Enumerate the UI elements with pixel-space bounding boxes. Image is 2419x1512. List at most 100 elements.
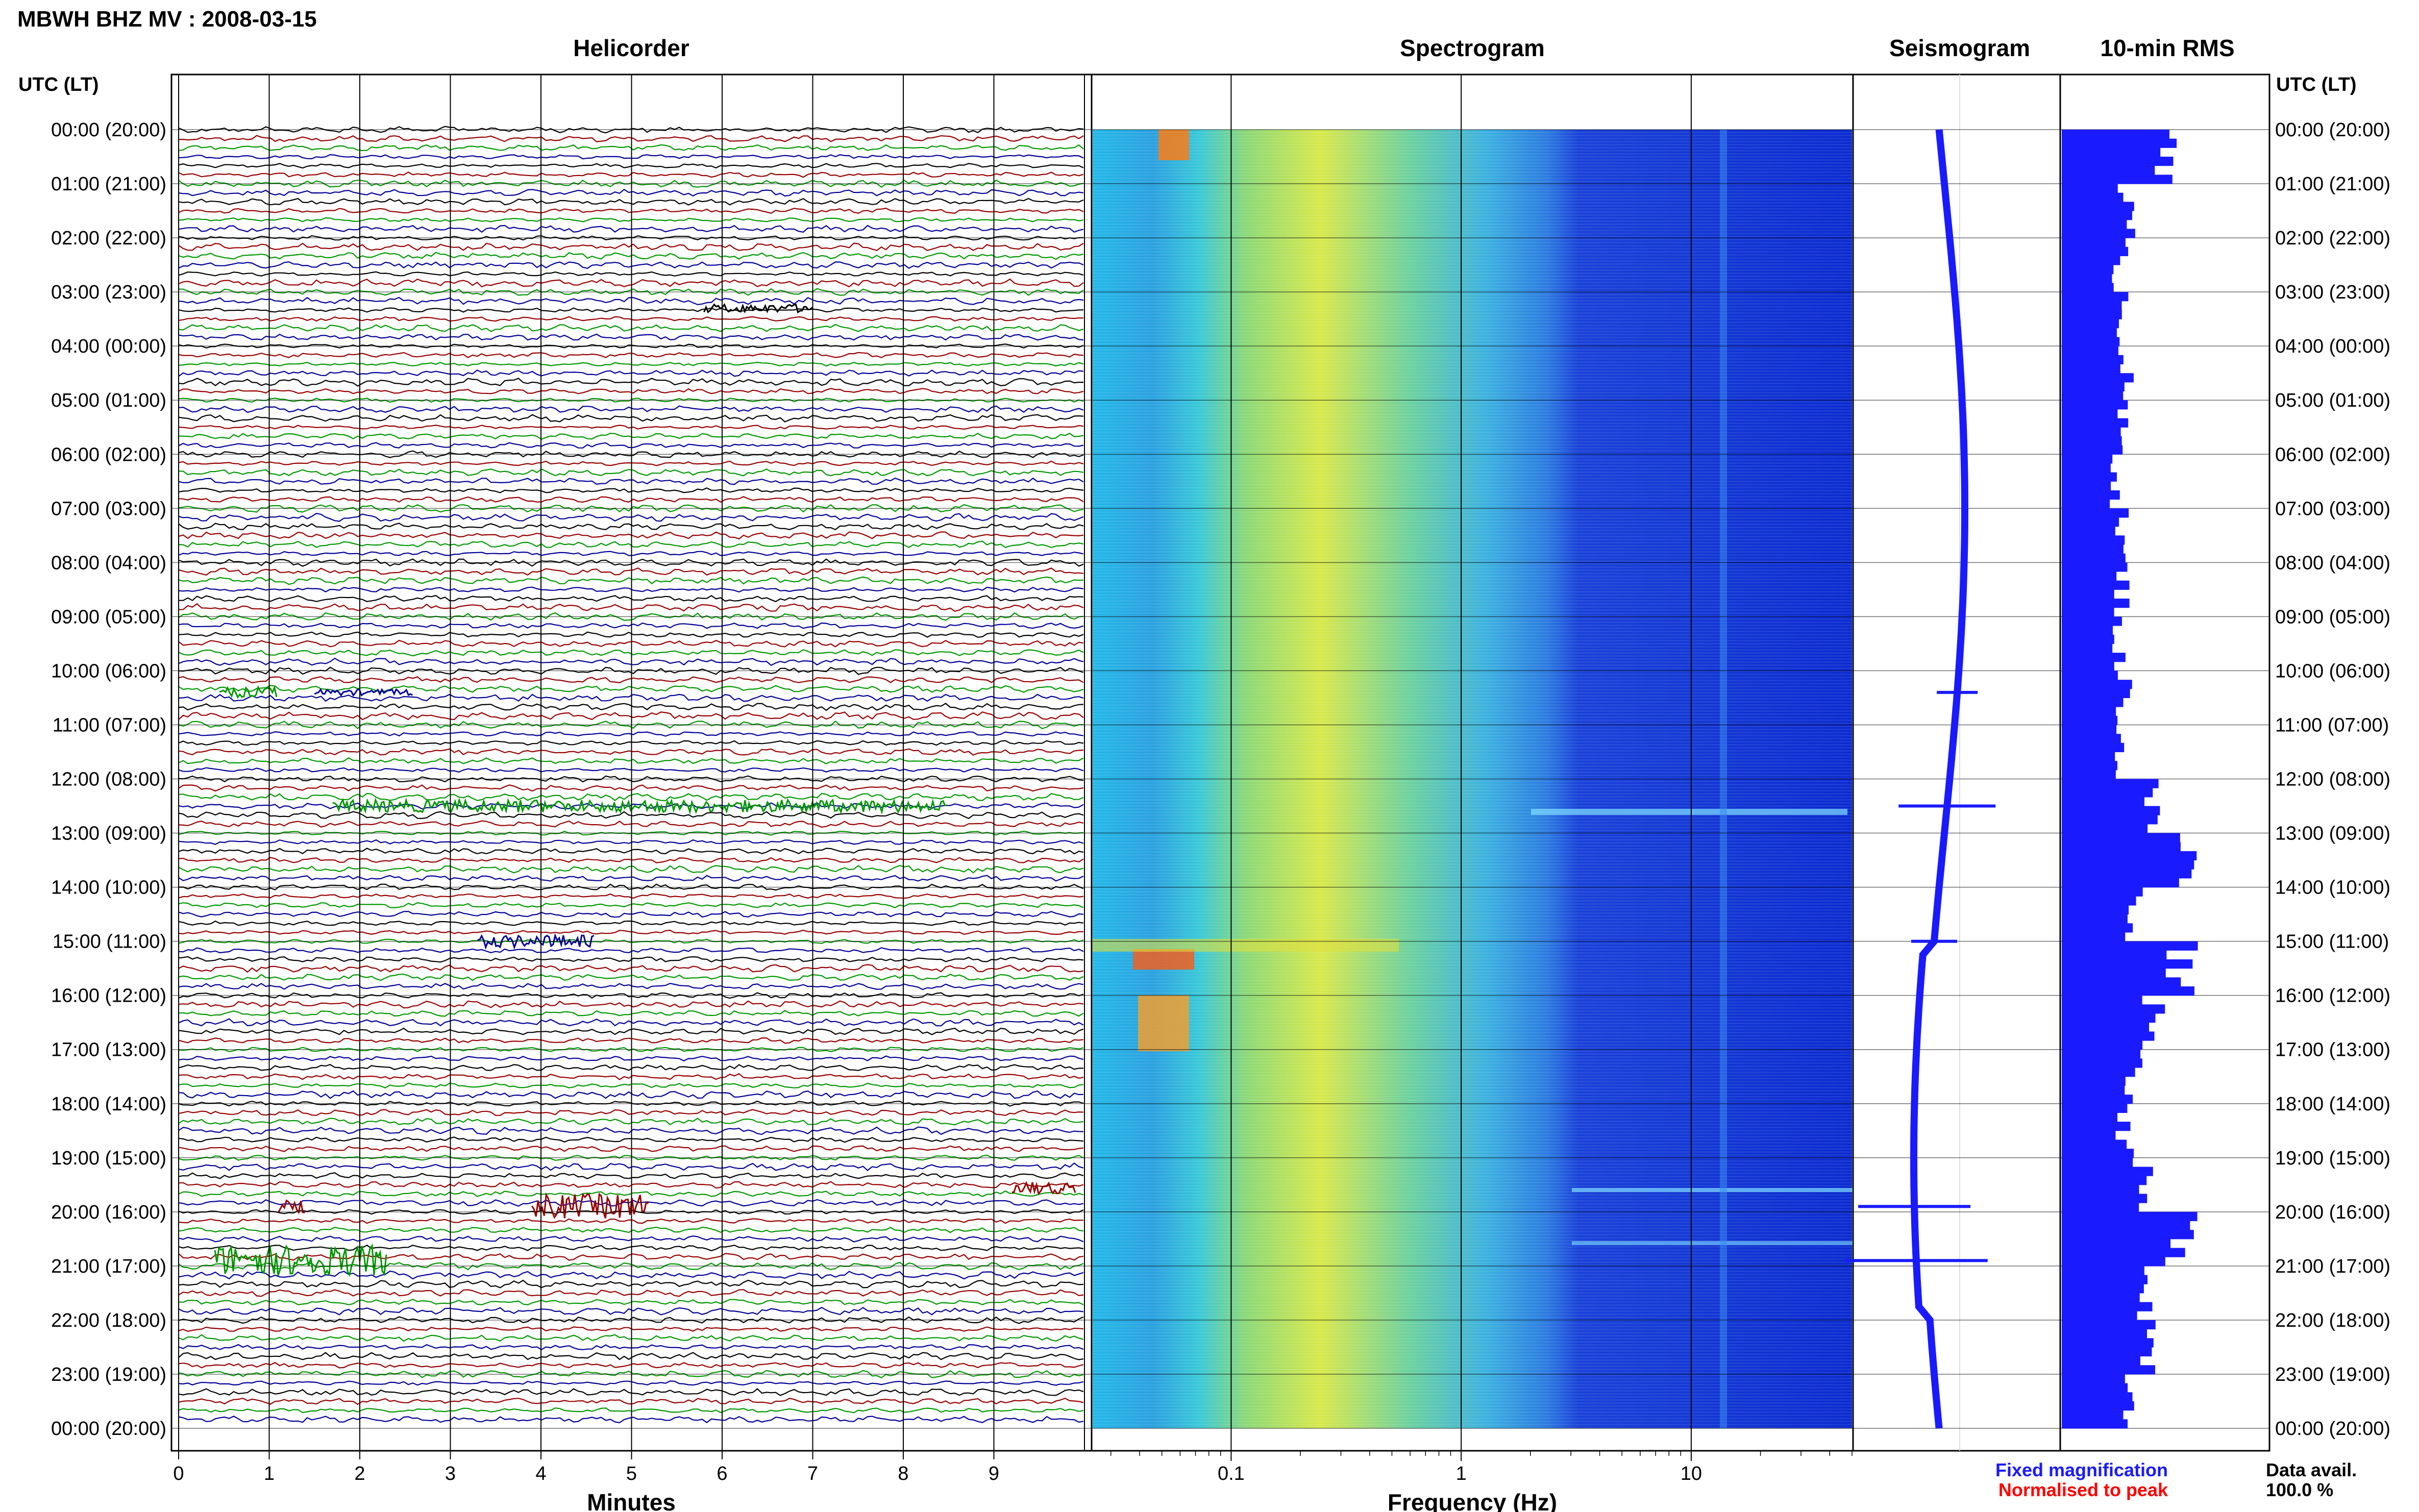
- time-tick-label: 21:00 (17:00): [2275, 1256, 2390, 1277]
- rms-bar: [2062, 400, 2128, 409]
- time-tick-label: 00:00 (20:00): [2275, 1418, 2390, 1440]
- rms-bar: [2062, 725, 2116, 734]
- rms-bar: [2062, 1149, 2134, 1158]
- time-tick-label: 18:00 (14:00): [51, 1094, 166, 1115]
- time-tick-label: 01:00 (21:00): [51, 173, 166, 195]
- rms-bar: [2062, 211, 2132, 220]
- rms-bar: [2062, 1392, 2133, 1401]
- rms-bar: [2062, 463, 2111, 473]
- rms-bar: [2062, 1194, 2147, 1203]
- x-tick-label: 0.1: [1218, 1463, 1245, 1484]
- rms-bar: [2062, 175, 2173, 184]
- x-tick-label: 4: [535, 1463, 546, 1484]
- rms-bar: [2062, 301, 2122, 310]
- time-tick-label: 16:00 (12:00): [51, 985, 166, 1007]
- x-tick-label: 8: [898, 1463, 908, 1484]
- rms-bar: [2062, 969, 2166, 978]
- rms-bar: [2062, 274, 2112, 283]
- helicorder-title: Helicorder: [573, 35, 689, 61]
- rms-bar: [2062, 130, 2169, 139]
- rms-bar: [2062, 1230, 2194, 1239]
- rms-bar: [2062, 707, 2116, 716]
- rms-bar: [2062, 626, 2113, 635]
- rms-bar: [2062, 310, 2122, 319]
- rms-bar: [2062, 1023, 2149, 1032]
- rms-title: 10-min RMS: [2100, 35, 2234, 61]
- rms-bar: [2062, 1131, 2116, 1140]
- rms-bar: [2062, 1311, 2137, 1320]
- rms-bar: [2062, 797, 2144, 806]
- rms-bar: [2062, 490, 2120, 500]
- time-tick-label: 07:00 (03:00): [2275, 498, 2390, 519]
- rms-bar: [2062, 1085, 2125, 1095]
- time-tick-label: 05:00 (01:00): [2275, 390, 2390, 411]
- rms-bar: [2062, 662, 2114, 671]
- rms-bar: [2062, 1112, 2117, 1122]
- rms-bar: [2062, 1356, 2140, 1366]
- rms-bar: [2062, 554, 2126, 563]
- rms-bar: [2062, 1365, 2155, 1374]
- rms-bar: [2062, 265, 2113, 274]
- rms-bar: [2062, 599, 2130, 608]
- rms-bar: [2062, 770, 2116, 779]
- time-tick-label: 08:00 (04:00): [51, 552, 166, 574]
- time-tick-label: 02:00 (22:00): [2275, 228, 2390, 249]
- rms-bar: [2062, 950, 2166, 959]
- time-tick-label: 09:00 (05:00): [2275, 606, 2390, 628]
- rms-bar: [2062, 1139, 2127, 1149]
- time-tick-label: 12:00 (08:00): [51, 769, 166, 790]
- rms-bar: [2062, 427, 2121, 436]
- rms-bar: [2062, 1284, 2144, 1293]
- x-tick-label: 7: [807, 1463, 818, 1484]
- rms-bar: [2062, 986, 2194, 996]
- rms-bar: [2062, 887, 2143, 897]
- rms-bar: [2062, 1158, 2133, 1167]
- time-tick-label: 04:00 (00:00): [51, 336, 166, 357]
- rms-bar: [2062, 418, 2128, 428]
- spectrogram-x-label: Frequency (Hz): [1388, 1489, 1557, 1512]
- rms-bar: [2062, 562, 2128, 572]
- rms-bar: [2062, 914, 2128, 924]
- rms-bar: [2062, 851, 2196, 860]
- time-tick-label: 01:00 (21:00): [2275, 173, 2390, 195]
- time-tick-label: 00:00 (20:00): [51, 1418, 166, 1440]
- time-tick-label: 20:00 (16:00): [2275, 1202, 2390, 1223]
- rms-bar: [2062, 1077, 2126, 1086]
- rms-bar: [2062, 328, 2117, 337]
- time-tick-label: 14:00 (10:00): [51, 877, 166, 899]
- rms-bar: [2062, 734, 2121, 743]
- rms-bar: [2062, 1410, 2124, 1420]
- time-tick-label: 06:00 (02:00): [51, 444, 166, 465]
- rms-bar: [2062, 653, 2126, 662]
- rms-bar: [2062, 391, 2123, 401]
- rms-bar: [2062, 941, 2198, 951]
- time-tick-label: 21:00 (17:00): [51, 1256, 166, 1277]
- rms-bar: [2062, 409, 2117, 418]
- spectrogram-title: Spectrogram: [1400, 35, 1545, 61]
- time-tick-label: 11:00 (07:00): [2275, 714, 2389, 736]
- legend-fixed-magnification: Fixed magnification: [1995, 1459, 2168, 1480]
- rms-bar: [2062, 454, 2112, 463]
- rms-bar: [2062, 572, 2116, 581]
- rms-bar: [2062, 247, 2128, 256]
- rms-bar: [2062, 473, 2117, 482]
- x-tick-label: 1: [1456, 1463, 1467, 1484]
- time-tick-label: 10:00 (06:00): [2275, 660, 2390, 682]
- figure-title: MBWH BHZ MV : 2008-03-15: [17, 7, 317, 32]
- rms-bar: [2062, 445, 2122, 455]
- rms-bar: [2062, 1185, 2139, 1194]
- time-tick-label: 23:00 (19:00): [2275, 1364, 2390, 1385]
- rms-bar: [2062, 806, 2160, 815]
- rms-bar: [2062, 481, 2111, 490]
- rms-bar: [2062, 1275, 2148, 1284]
- helicorder-x-label: Minutes: [587, 1489, 676, 1512]
- rms-bar: [2062, 1338, 2154, 1347]
- rms-bar: [2062, 589, 2114, 599]
- rms-bar: [2062, 1302, 2153, 1311]
- rms-bar: [2062, 292, 2128, 301]
- rms-bar: [2062, 147, 2160, 157]
- rms-bar: [2062, 500, 2110, 509]
- rms-bar: [2062, 1203, 2139, 1212]
- rms-bar: [2062, 535, 2125, 544]
